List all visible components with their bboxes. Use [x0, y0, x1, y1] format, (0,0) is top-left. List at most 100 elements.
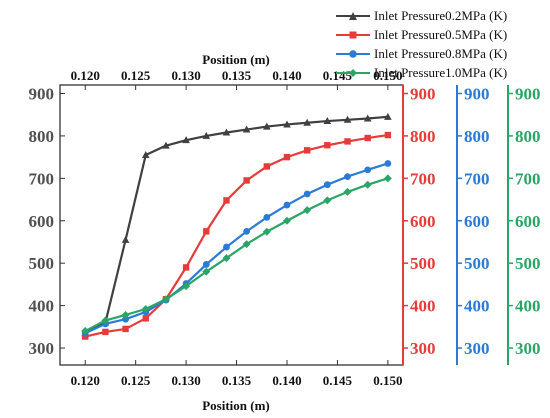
data-point-3 — [121, 310, 130, 319]
data-point-0 — [222, 128, 231, 136]
legend-swatch — [336, 48, 370, 60]
y-tick-label-left: 300 — [29, 339, 55, 358]
legend-item-1-0mpa: Inlet Pressure1.0MPa (K) — [336, 63, 507, 82]
y-tick-label-right-2: 500 — [464, 254, 490, 273]
data-point-0 — [283, 120, 291, 128]
data-point-0 — [323, 117, 332, 125]
data-point-3 — [262, 227, 271, 236]
data-point-1 — [364, 134, 371, 142]
y-tick-label-right-1: 700 — [410, 169, 436, 188]
data-point-2 — [263, 213, 271, 221]
y-tick-label-right-2: 700 — [464, 169, 490, 188]
y-tick-label-right-3: 600 — [515, 212, 541, 231]
data-point-3 — [182, 282, 191, 291]
legend: Inlet Pressure0.2MPa (K) Inlet Pressure0… — [336, 6, 507, 82]
x-tick-label-top: 0.135 — [222, 68, 252, 83]
y-tick-label-right-2: 600 — [464, 212, 490, 231]
legend-label: Inlet Pressure1.0MPa (K) — [374, 64, 508, 80]
data-point-0 — [343, 115, 352, 123]
data-point-1 — [102, 328, 109, 336]
y-tick-label-left: 800 — [29, 127, 55, 146]
data-point-2 — [303, 190, 311, 198]
data-point-1 — [122, 325, 129, 333]
data-point-2 — [223, 243, 230, 251]
y-tick-label-left: 600 — [29, 212, 55, 231]
x-tick-label-bottom: 0.135 — [222, 373, 252, 388]
data-point-1 — [223, 197, 230, 204]
data-point-0 — [121, 235, 130, 243]
legend-label: Inlet Pressure0.2MPa (K) — [374, 7, 508, 23]
x-tick-label-top: 0.130 — [171, 68, 200, 83]
data-point-3 — [242, 240, 251, 249]
data-point-3 — [101, 316, 110, 325]
data-point-1 — [384, 131, 392, 139]
x-tick-label-bottom: 0.125 — [121, 373, 151, 388]
data-point-1 — [283, 153, 291, 161]
y-tick-label-right-1: 600 — [410, 212, 436, 231]
x-tick-label-top: 0.150 — [373, 68, 402, 83]
legend-item-0-2mpa: Inlet Pressure0.2MPa (K) — [336, 6, 507, 25]
y-tick-label-right-2: 900 — [464, 84, 490, 103]
data-point-0 — [162, 141, 170, 149]
legend-label: Inlet Pressure0.8MPa (K) — [374, 45, 508, 61]
x-tick-label-bottom: 0.150 — [373, 373, 402, 388]
data-point-0 — [141, 151, 150, 158]
y-tick-label-right-3: 800 — [515, 127, 541, 146]
series-line-1 — [84, 133, 389, 338]
data-point-1 — [243, 177, 250, 184]
x-tick-label-bottom: 0.140 — [272, 373, 301, 388]
y-tick-label-left: 500 — [29, 254, 55, 273]
legend-label: Inlet Pressure0.5MPa (K) — [374, 26, 508, 42]
data-point-2 — [202, 261, 210, 268]
x-tick-label-bottom: 0.145 — [323, 373, 353, 388]
x-tick-label-bottom: 0.120 — [71, 373, 100, 388]
x-tick-label-bottom: 0.130 — [171, 373, 200, 388]
data-point-0 — [182, 136, 190, 144]
data-point-1 — [303, 147, 311, 154]
y-tick-label-right-3: 900 — [515, 84, 541, 103]
data-point-2 — [344, 173, 351, 181]
data-point-2 — [122, 315, 129, 323]
data-point-3 — [222, 254, 231, 263]
data-point-2 — [323, 181, 331, 189]
data-point-1 — [344, 138, 351, 145]
data-point-3 — [363, 180, 372, 189]
data-point-0 — [363, 114, 372, 122]
x-axis-title-bottom: Position (m) — [202, 398, 270, 413]
x-axis-title-top: Position (m) — [202, 52, 270, 67]
y-tick-label-right-1: 400 — [410, 297, 436, 316]
data-point-3 — [303, 206, 312, 215]
data-point-2 — [364, 166, 372, 174]
y-tick-label-right-1: 800 — [410, 127, 436, 146]
y-tick-label-right-3: 500 — [515, 254, 541, 273]
legend-item-0-8mpa: Inlet Pressure0.8MPa (K) — [336, 44, 507, 63]
data-point-0 — [263, 122, 271, 130]
legend-swatch — [336, 29, 370, 41]
y-tick-label-right-2: 300 — [464, 339, 490, 358]
y-tick-label-right-3: 400 — [515, 297, 541, 316]
y-tick-label-right-3: 300 — [515, 339, 541, 358]
series-line-3 — [84, 177, 389, 333]
data-point-1 — [263, 163, 271, 170]
data-point-0 — [202, 131, 211, 139]
data-point-0 — [384, 112, 392, 120]
data-point-2 — [283, 201, 291, 209]
series-line-0 — [84, 115, 388, 335]
data-point-0 — [303, 118, 311, 126]
data-point-2 — [384, 160, 392, 167]
data-point-3 — [383, 174, 392, 183]
x-tick-label-top: 0.120 — [71, 68, 100, 83]
data-point-0 — [242, 125, 251, 133]
y-tick-label-left: 900 — [29, 84, 55, 103]
y-tick-label-right-3: 700 — [515, 169, 541, 188]
legend-swatch — [336, 10, 370, 22]
data-point-1 — [142, 315, 149, 322]
legend-item-0-5mpa: Inlet Pressure0.5MPa (K) — [336, 25, 507, 44]
y-tick-label-left: 400 — [29, 297, 55, 316]
x-tick-label-top: 0.140 — [272, 68, 301, 83]
data-point-3 — [202, 267, 211, 276]
y-tick-label-left: 700 — [29, 169, 55, 188]
y-tick-label-right-1: 300 — [410, 339, 436, 358]
data-point-3 — [161, 295, 170, 304]
